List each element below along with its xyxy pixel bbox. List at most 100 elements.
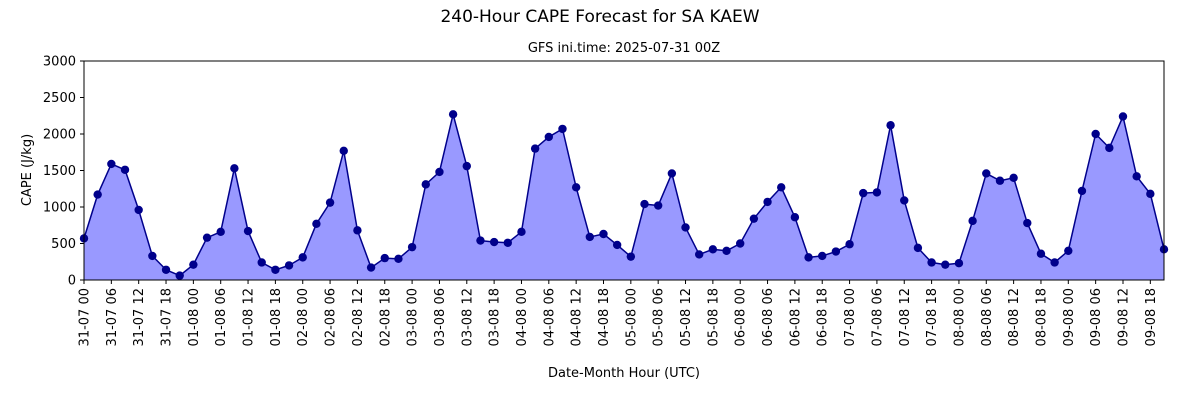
cape-data-point (421, 180, 430, 189)
cape-data-point (859, 188, 868, 198)
x-tick-label: 31-07 18 (160, 288, 175, 346)
x-tick-label: 08-08 06 (980, 288, 995, 346)
cape-area-fill (84, 114, 1164, 280)
cape-data-point (818, 251, 827, 261)
x-tick-label: 09-08 18 (1144, 288, 1159, 346)
cape-data-point (380, 253, 389, 263)
cape-data-point (777, 183, 786, 192)
cape-data-point (667, 169, 677, 178)
x-tick-label: 06-08 18 (816, 288, 831, 346)
x-tick-label: 01-08 00 (187, 288, 202, 346)
cape-data-point (1118, 112, 1128, 121)
cape-data-point (886, 121, 895, 130)
y-tick-label: 1500 (43, 164, 76, 179)
cape-data-point (339, 146, 348, 155)
cape-data-point (694, 250, 704, 259)
cape-data-point (1023, 218, 1032, 228)
x-tick-label: 05-08 06 (652, 288, 667, 346)
cape-data-point (503, 238, 512, 247)
cape-data-point (448, 110, 458, 119)
cape-data-point (1064, 246, 1073, 255)
cape-data-point (640, 199, 649, 209)
x-tick-label: 04-08 18 (597, 288, 612, 346)
cape-data-point (353, 226, 362, 235)
cape-data-point (407, 242, 417, 252)
cape-data-point (954, 259, 964, 268)
cape-data-point (366, 263, 376, 272)
cape-data-point (394, 254, 403, 264)
x-tick-label: 07-08 12 (898, 288, 913, 346)
cape-data-point (749, 214, 759, 223)
x-tick-label: 02-08 00 (296, 288, 311, 346)
x-tick-label: 03-08 06 (433, 288, 448, 346)
x-tick-label: 05-08 12 (679, 288, 694, 346)
cape-data-point (230, 164, 239, 173)
y-tick-label: 0 (68, 274, 76, 289)
cape-data-point (626, 252, 636, 261)
x-tick-label: 31-07 00 (78, 288, 93, 346)
cape-data-point (927, 258, 936, 267)
cape-data-point (175, 271, 184, 280)
x-tick-label: 04-08 12 (570, 288, 585, 346)
cape-data-point (681, 223, 690, 232)
cape-data-point (708, 245, 718, 254)
y-tick-label: 2500 (43, 91, 76, 106)
x-tick-label: 06-08 00 (734, 288, 749, 346)
x-tick-label: 03-08 18 (488, 288, 503, 346)
cape-data-point (736, 239, 745, 248)
x-tick-label: 02-08 12 (351, 288, 366, 346)
cape-data-point (1132, 172, 1141, 181)
cape-data-point (612, 240, 622, 250)
cape-data-point (1077, 186, 1087, 196)
cape-data-point (243, 226, 253, 236)
x-tick-label: 06-08 12 (788, 288, 803, 346)
x-tick-label: 04-08 06 (542, 288, 557, 346)
x-tick-label: 08-08 12 (1007, 288, 1022, 346)
x-tick-label: 08-08 00 (952, 288, 967, 346)
x-tick-label: 03-08 00 (406, 288, 421, 346)
cape-data-point (284, 261, 294, 270)
x-tick-label: 01-08 06 (214, 288, 229, 346)
cape-data-point (982, 169, 991, 178)
y-tick-label: 500 (51, 237, 76, 252)
y-tick-label: 3000 (43, 55, 76, 70)
cape-data-point (653, 201, 663, 210)
cape-data-point (968, 216, 977, 226)
cape-data-point (517, 227, 526, 237)
y-tick-label: 2000 (43, 128, 76, 143)
x-tick-label: 02-08 06 (324, 288, 339, 346)
x-tick-label: 01-08 18 (269, 288, 284, 346)
cape-data-point (558, 124, 567, 134)
cape-data-point (489, 237, 499, 247)
x-tick-label: 01-08 12 (242, 288, 257, 346)
cape-data-point (462, 161, 471, 171)
cape-data-point (722, 246, 731, 255)
x-tick-label: 31-07 06 (105, 288, 120, 346)
cape-data-point (804, 253, 813, 262)
cape-data-point (325, 198, 335, 207)
x-tick-label: 07-08 00 (843, 288, 858, 346)
cape-data-point (900, 196, 909, 205)
cape-data-point (216, 227, 225, 237)
cape-data-point (872, 188, 882, 197)
x-axis-label: Date-Month Hour (UTC) (548, 366, 700, 381)
cape-data-point (571, 183, 581, 192)
x-tick-label: 09-08 06 (1089, 288, 1104, 346)
chart-title: 240-Hour CAPE Forecast for SA KAEW (440, 7, 759, 27)
x-tick-label: 09-08 00 (1062, 288, 1077, 346)
x-tick-label: 04-08 00 (515, 288, 530, 346)
cape-data-point (120, 165, 130, 174)
cape-data-point (298, 253, 307, 262)
cape-data-point (202, 233, 212, 242)
x-tick-label: 07-08 06 (870, 288, 885, 346)
x-tick-label: 08-08 18 (1034, 288, 1049, 346)
x-tick-label: 31-07 12 (132, 288, 147, 346)
chart-subtitle: GFS ini.time: 2025-07-31 00Z (528, 41, 720, 56)
x-tick-label: 05-08 18 (706, 288, 721, 346)
cape-data-point (134, 205, 143, 215)
x-tick-label: 07-08 18 (925, 288, 940, 346)
cape-data-point (189, 260, 198, 269)
cape-data-point (148, 251, 157, 261)
cape-data-point (1009, 173, 1018, 182)
